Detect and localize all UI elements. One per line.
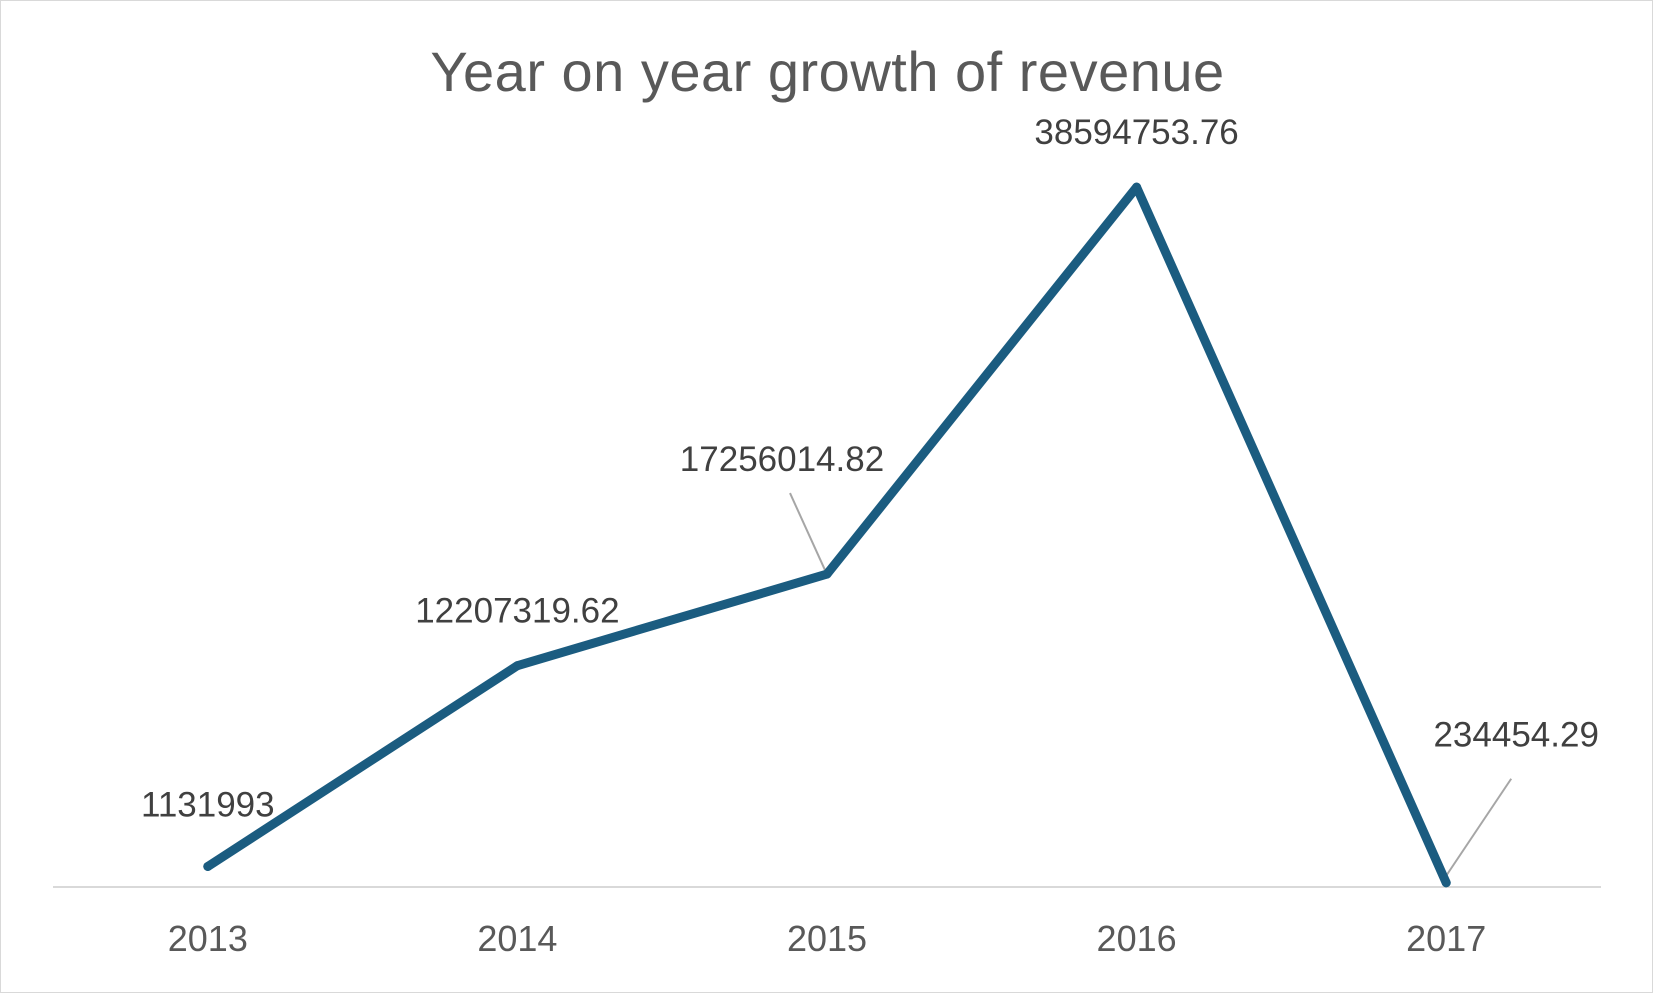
data-point-2013 (203, 861, 213, 871)
data-label-2017: 234454.29 (1433, 716, 1598, 755)
data-point-2015 (822, 569, 832, 579)
data-label-2015: 17256014.82 (680, 440, 884, 479)
x-tick-label-2015: 2015 (787, 918, 867, 959)
leader-line-2015 (789, 492, 826, 571)
x-tick-label-2014: 2014 (477, 918, 557, 959)
leader-lines (789, 492, 1513, 880)
data-point-2017 (1441, 878, 1451, 888)
data-label-2013: 1131993 (141, 785, 275, 824)
x-tick-label-2016: 2016 (1097, 918, 1177, 959)
x-tick-label-2017: 2017 (1406, 918, 1486, 959)
data-labels: 1131993 12207319.62 17256014.82 38594753.76… (141, 113, 1599, 824)
data-point-2014 (512, 661, 522, 671)
x-tick-labels: 2013 2014 2015 2016 2017 (168, 918, 1486, 959)
data-point-2016 (1132, 182, 1142, 192)
x-tick-label-2013: 2013 (168, 918, 248, 959)
data-label-2014: 12207319.62 (415, 592, 619, 631)
series-line (203, 182, 1451, 888)
data-label-2016: 38594753.76 (1034, 113, 1238, 152)
chart-title: Year on year growth of revenue (430, 40, 1225, 103)
series-layer (203, 182, 1451, 888)
leader-line-2017 (1443, 778, 1513, 880)
